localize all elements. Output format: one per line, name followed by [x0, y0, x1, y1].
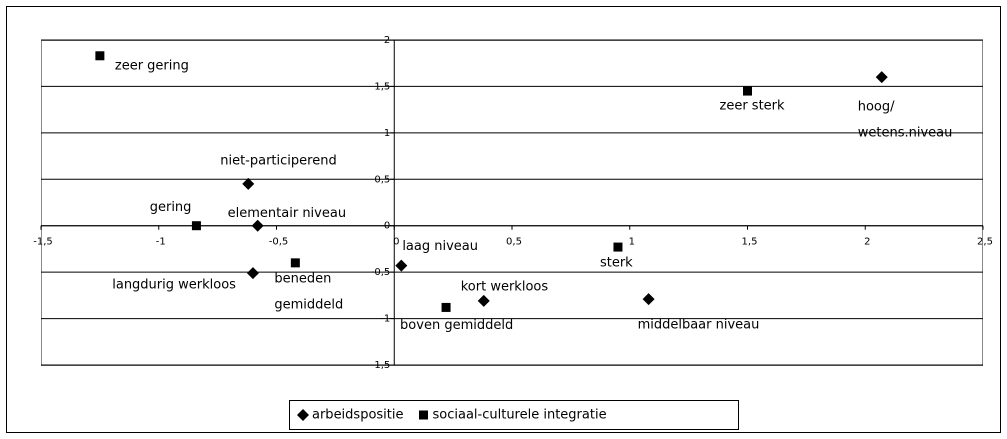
legend: [289, 400, 739, 430]
point-label: beneden: [274, 271, 331, 286]
point-label: gemiddeld: [274, 297, 343, 312]
x-tick-label: -1: [156, 237, 166, 248]
point: [290, 258, 300, 268]
point-label: laag niveau: [402, 239, 478, 254]
point-label: langdurig werkloos: [112, 278, 236, 293]
point-label: wetens.niveau: [858, 126, 953, 141]
point: [642, 293, 655, 306]
x-tick-label: -1,5: [33, 237, 53, 248]
point-label: zeer gering: [115, 58, 189, 73]
point-label: hoog/: [858, 100, 895, 115]
y-tick-label: 2: [384, 35, 390, 46]
y-tick-label: 1: [384, 128, 390, 139]
x-tick-label: 0: [393, 237, 399, 248]
legend-marker: [297, 409, 309, 421]
x-tick-label: 1,5: [742, 237, 758, 248]
point-label: gering: [150, 200, 192, 215]
plot-area: [41, 40, 983, 366]
y-tick-label: 0,5: [374, 174, 390, 185]
point-label: zeer sterk: [720, 99, 786, 114]
point-label: boven gemiddeld: [400, 318, 513, 333]
point-label: kort werkloos: [461, 279, 549, 294]
point: [613, 242, 623, 252]
point: [441, 302, 451, 312]
y-tick-label: -0,5: [371, 267, 391, 278]
point: [875, 71, 888, 84]
y-tick-label: -1,5: [371, 360, 391, 371]
x-tick-label: 1: [629, 237, 635, 248]
x-tick-label: 2: [864, 237, 870, 248]
point-label: sterk: [600, 256, 633, 271]
y-tick-label: -1: [380, 314, 390, 325]
point-label: niet-participerend: [220, 153, 336, 168]
point: [743, 86, 752, 96]
point: [191, 221, 201, 231]
legend-label: arbeidspositie: [312, 408, 404, 423]
point: [251, 219, 264, 232]
point-label: elementair niveau: [228, 206, 346, 221]
x-tick-label: 2,5: [977, 237, 993, 248]
point: [246, 267, 259, 280]
point-label: middelbaar niveau: [638, 318, 760, 333]
point: [95, 51, 105, 61]
x-tick-label: -0,5: [269, 237, 289, 248]
point: [477, 294, 490, 307]
point: [395, 259, 408, 272]
point: [242, 177, 255, 190]
x-tick-label: 0,5: [506, 237, 522, 248]
y-tick-label: 1,5: [374, 81, 390, 92]
legend-label: sociaal-culturele integratie: [433, 408, 607, 423]
legend-marker: [419, 410, 428, 420]
